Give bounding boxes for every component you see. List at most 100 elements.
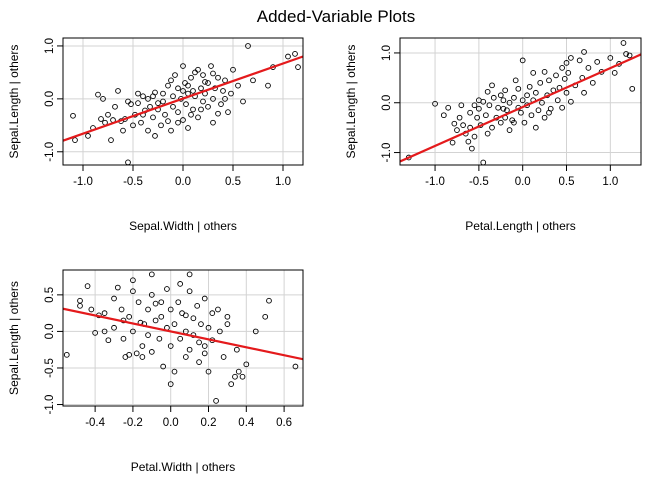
data-point — [506, 99, 513, 106]
plot-frame — [399, 37, 642, 166]
data-point — [180, 63, 186, 69]
data-point — [112, 103, 118, 110]
data-point — [518, 109, 524, 116]
data-point — [72, 137, 78, 143]
data-point — [105, 337, 112, 344]
data-point — [484, 130, 491, 137]
data-point — [218, 101, 224, 107]
data-point — [198, 85, 204, 92]
data-point — [526, 83, 533, 90]
x-tick-label: 0.0 — [163, 417, 179, 429]
data-point — [471, 102, 478, 109]
data-point — [130, 328, 136, 335]
data-point — [209, 310, 216, 316]
y-tick-label: -1.0 — [381, 143, 393, 163]
data-point — [126, 313, 132, 320]
data-point — [511, 94, 517, 101]
data-point — [215, 74, 221, 81]
data-point — [201, 295, 208, 302]
data-point — [539, 99, 545, 106]
data-point — [125, 98, 131, 105]
data-point — [185, 82, 191, 89]
data-point — [222, 77, 228, 84]
data-point — [177, 281, 184, 287]
data-point — [626, 52, 633, 59]
data-point — [561, 75, 568, 82]
data-point — [480, 159, 487, 166]
data-point — [205, 324, 212, 331]
x-axis-label: Sepal.Width | others — [129, 219, 237, 233]
data-point — [158, 313, 165, 320]
y-tick-label: 0.0 — [44, 91, 56, 107]
data-point — [171, 321, 178, 327]
data-point — [476, 105, 482, 112]
data-point — [568, 55, 574, 61]
plot-frame — [62, 269, 304, 407]
data-point — [200, 98, 206, 105]
x-tick-label: -0.4 — [85, 417, 105, 429]
data-point — [500, 105, 507, 112]
data-point — [489, 82, 495, 89]
data-point — [170, 93, 176, 100]
data-point — [497, 119, 504, 126]
data-point — [175, 109, 181, 115]
x-tick-label: 0.2 — [201, 417, 217, 429]
y-axis-label: Sepal.Length | others — [7, 45, 21, 159]
data-point — [139, 354, 146, 360]
data-point — [162, 111, 168, 118]
data-point — [576, 57, 583, 64]
data-point — [111, 295, 117, 302]
data-point — [205, 368, 212, 375]
x-tick-label: -0.2 — [123, 417, 143, 429]
data-point — [156, 335, 163, 342]
data-point — [553, 72, 559, 79]
data-point — [188, 74, 194, 81]
data-point — [201, 350, 208, 357]
data-point — [200, 72, 206, 78]
data-point — [164, 286, 170, 292]
data-point — [456, 114, 463, 121]
data-point — [183, 101, 189, 107]
y-tick-label: -1.0 — [44, 142, 56, 162]
data-point — [235, 82, 241, 89]
data-point — [537, 79, 544, 86]
data-point — [152, 300, 159, 307]
data-point — [524, 92, 530, 99]
data-point — [502, 87, 509, 94]
plot-panel-3: -0.4 -0.2 0.0 0.2 0.4 0.6 -1.0 -0.5 0.0 0.5 Petal.… — [7, 269, 304, 474]
data-point — [171, 368, 178, 375]
y-tick-label: -0.5 — [44, 358, 56, 378]
data-point — [210, 70, 216, 77]
data-point — [139, 343, 146, 349]
data-point — [190, 88, 196, 94]
data-point — [620, 40, 627, 46]
data-point — [220, 88, 226, 94]
data-point — [240, 98, 246, 105]
data-point — [490, 94, 497, 101]
data-point — [581, 49, 587, 55]
y-tick-label: 1.0 — [44, 38, 56, 54]
data-point — [228, 381, 235, 387]
data-point — [565, 70, 572, 76]
data-point — [135, 90, 141, 97]
data-point — [152, 133, 158, 139]
data-point — [465, 138, 472, 145]
data-point — [285, 53, 291, 60]
data-point — [77, 302, 83, 309]
data-point — [245, 43, 251, 49]
regression-line — [63, 307, 303, 361]
data-point — [458, 102, 465, 109]
data-point — [230, 66, 236, 73]
data-point — [180, 88, 186, 94]
data-point — [170, 103, 176, 110]
data-point — [504, 107, 510, 114]
x-tick-label: 0.6 — [276, 417, 292, 429]
y-tick-label: -1.0 — [44, 395, 56, 415]
data-point — [198, 106, 204, 113]
data-point — [198, 321, 204, 327]
data-point — [167, 306, 174, 313]
data-point — [185, 125, 191, 131]
data-point — [295, 64, 301, 70]
data-point — [506, 127, 513, 133]
